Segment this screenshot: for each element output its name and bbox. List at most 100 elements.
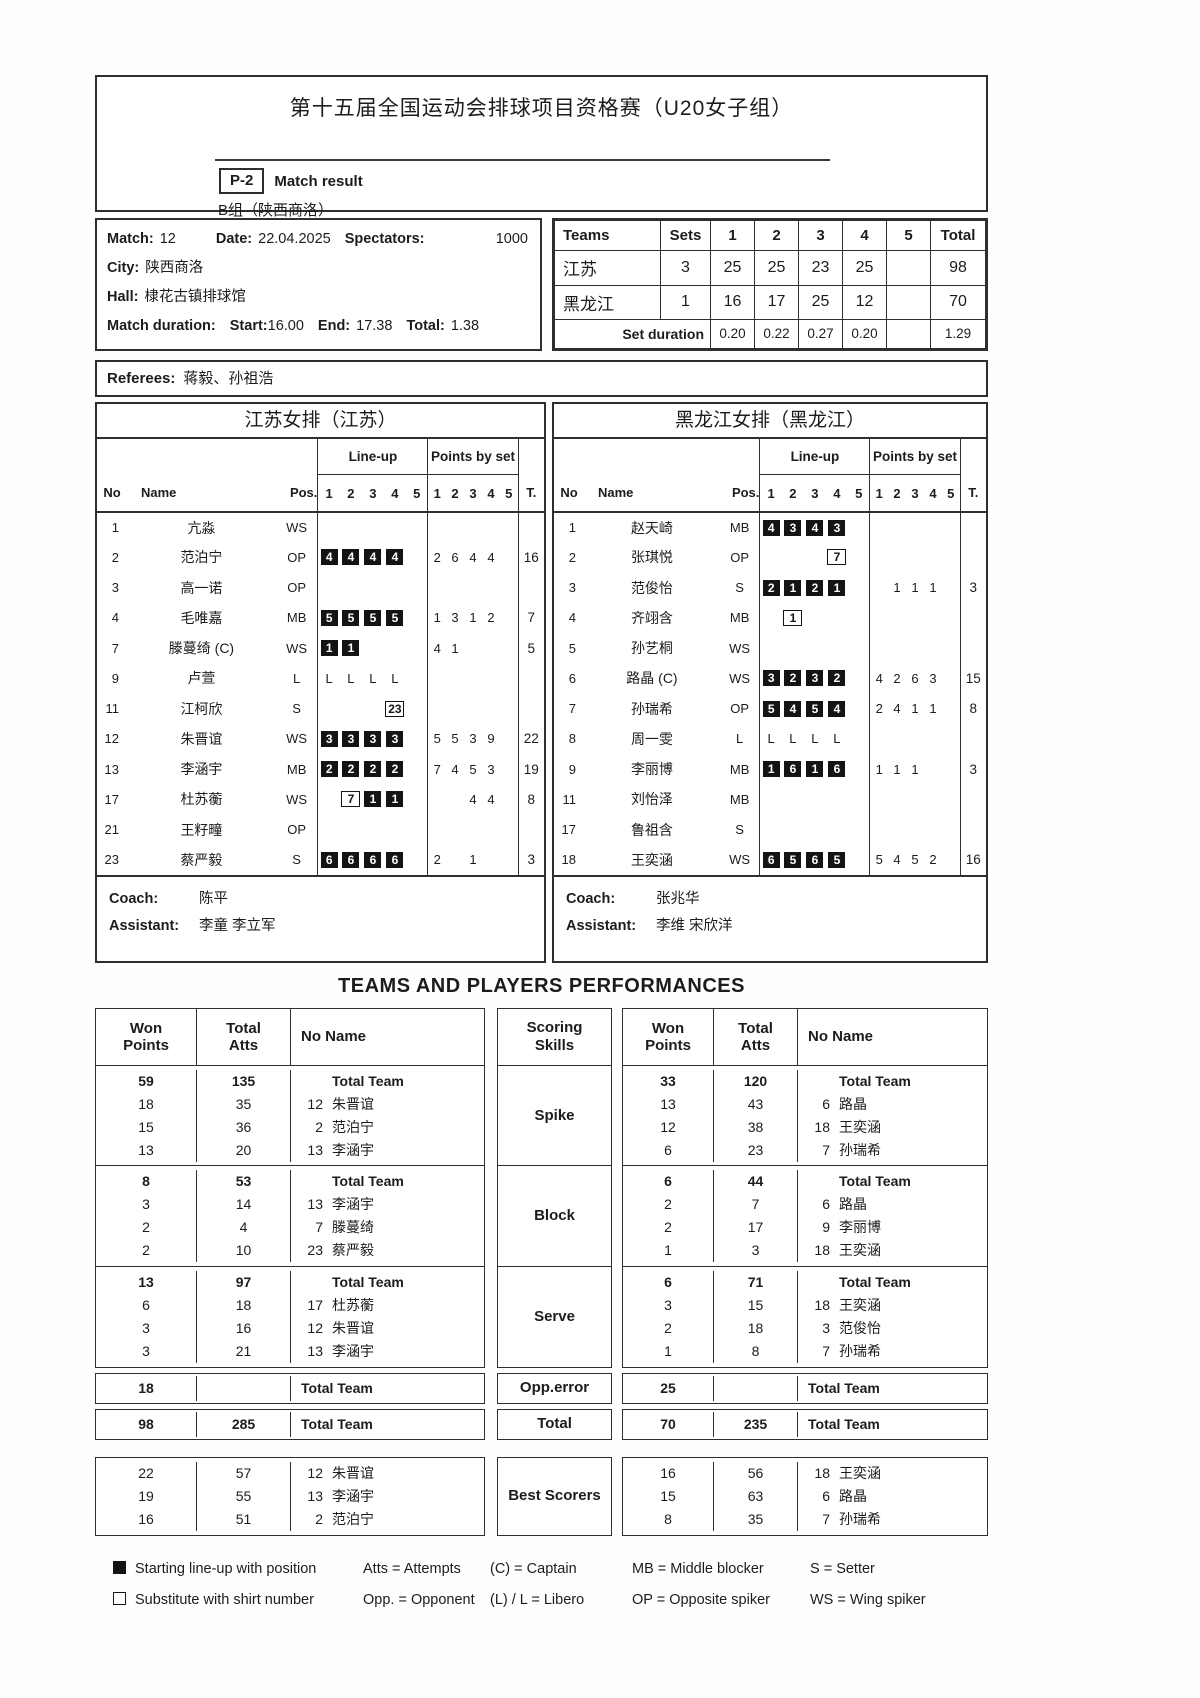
lineup-cell: 3	[804, 663, 826, 693]
points-cell	[427, 511, 446, 543]
set5-header: 5	[886, 219, 931, 252]
points-cell	[906, 814, 924, 844]
total-label: Total:	[406, 318, 445, 334]
points-cell: 5	[911, 852, 919, 868]
performances-title: TEAMS AND PLAYERS PERFORMANCES	[338, 975, 745, 997]
performance-row: 1 8 7 孙瑞希	[623, 1339, 987, 1363]
points-cell	[924, 724, 942, 754]
player-number: 4	[111, 610, 119, 626]
lineup-cell: 4	[340, 542, 362, 572]
lineup-cell: L	[833, 731, 841, 747]
lineup-cell	[384, 633, 406, 663]
players-body: 1 赵天崎 MB 4 3 4 3	[554, 511, 986, 875]
lineup-group-header: Line-up	[317, 439, 429, 476]
player-position: L	[736, 731, 744, 747]
points-cell: 1	[929, 580, 937, 596]
points-cell: 6	[451, 549, 459, 565]
set2-header: 2	[754, 219, 799, 252]
points-cell	[427, 663, 446, 694]
player-number: 7	[568, 701, 576, 717]
points-cell	[869, 723, 888, 754]
player-total: 22	[517, 723, 544, 754]
player-total	[959, 784, 986, 815]
duration-label: Match duration:	[107, 318, 216, 334]
lineup-cell: L	[369, 670, 377, 686]
points-cell	[427, 814, 446, 845]
points-cell: 5	[451, 731, 459, 747]
points-cell	[500, 845, 518, 875]
legend-item: (L) / L = Libero	[490, 1591, 585, 1608]
lineup-cell: 3	[384, 724, 406, 754]
lineup-cell	[848, 572, 870, 602]
result-row-jiangsu: 江苏 3 25 25 23 25 98	[554, 250, 986, 286]
player-name: 杜苏蘅	[180, 791, 223, 808]
lineup-cell	[406, 663, 428, 693]
lineup-set-header: 5	[847, 474, 870, 513]
player-number: 2	[111, 549, 119, 565]
performance-row: 15 63 6 路晶	[623, 1484, 987, 1508]
points-group-header: Points by set	[427, 439, 519, 476]
lineup-cell: 5	[804, 693, 826, 723]
points-cell	[482, 512, 500, 542]
points-cell	[888, 724, 906, 754]
set-score: 25	[710, 250, 755, 286]
lineup-cell: 1	[782, 572, 804, 602]
assistant-label: Assistant:	[109, 918, 180, 934]
best-scorers-left: 22 57 12 朱晋谊 19 55 13 李涵宇 16 51 2 范泊宁	[95, 1456, 485, 1536]
player-number: 6	[568, 670, 576, 686]
player-number: 3	[568, 580, 576, 596]
points-cell	[924, 603, 942, 633]
lineup-cell	[406, 633, 428, 663]
lineup-set-header: 4	[383, 474, 406, 513]
player-position: OP	[730, 549, 750, 565]
lineup-cell	[782, 814, 804, 844]
points-cell	[924, 814, 942, 844]
points-cell	[869, 814, 888, 845]
performance-row: 18 35 12 朱晋谊	[96, 1092, 484, 1116]
column-header-row: No Name Pos. 1 2 3 4 5 1 2 3 4 5 T.	[97, 474, 544, 513]
team-table-wrap: Line-up Points by set No Name Pos. 1 2 3…	[554, 439, 986, 875]
player-position: MB	[729, 610, 750, 626]
performance-row: 6 71 Total Team	[623, 1270, 987, 1294]
legend: Starting line-up with position Atts = Att…	[113, 1553, 943, 1615]
player-name: 江柯欣	[180, 700, 223, 717]
city-label: City:	[107, 260, 140, 276]
total-label: Total	[497, 1408, 612, 1440]
points-cell	[500, 542, 518, 572]
performance-row: 19 55 13 李涵宇	[96, 1484, 484, 1508]
lineup-cell: 5	[362, 603, 384, 633]
total-header: Total	[930, 219, 986, 252]
lineup-cell	[317, 511, 340, 543]
lineup-cell	[759, 602, 782, 633]
legend-item: WS = Wing spiker	[810, 1591, 926, 1608]
points-cell: 5	[869, 844, 888, 875]
legend-item: MB = Middle blocker	[632, 1560, 764, 1577]
lineup-cell: L	[811, 731, 819, 747]
performance-row: 2 4 7 滕蔓绮	[96, 1216, 484, 1239]
player-total: 19	[517, 753, 544, 785]
points-cell	[482, 663, 500, 693]
player-row: 9 李丽博 MB 1 6 1 6 1 1 1	[554, 753, 986, 785]
player-position: WS	[286, 731, 308, 747]
player-position: OP	[287, 822, 307, 838]
points-cell: 3	[487, 761, 495, 777]
lineup-cell	[406, 512, 428, 542]
legend-item: Starting line-up with position	[113, 1560, 363, 1577]
player-number: 7	[111, 640, 119, 656]
player-row: 4 齐翊含 MB 1	[554, 602, 986, 633]
coach-label: Coach:	[109, 891, 159, 907]
legend-item: Atts = Attempts	[363, 1560, 461, 1577]
coach-label: Coach:	[566, 891, 616, 907]
player-name: 鲁祖含	[630, 821, 673, 838]
lineup-cell	[804, 542, 826, 572]
lineup-cell: 5	[340, 603, 362, 633]
points-cell	[942, 512, 960, 542]
player-number: 12	[104, 731, 119, 747]
player-position: WS	[286, 791, 308, 807]
performance-row: 6 23 7 孙瑞希	[623, 1138, 987, 1162]
form-code-label: Match result	[274, 172, 363, 190]
lineup-cell	[826, 603, 848, 633]
lineup-set-header: 5	[405, 474, 428, 513]
team-title: 黑龙江女排（黑龙江）	[554, 404, 986, 439]
